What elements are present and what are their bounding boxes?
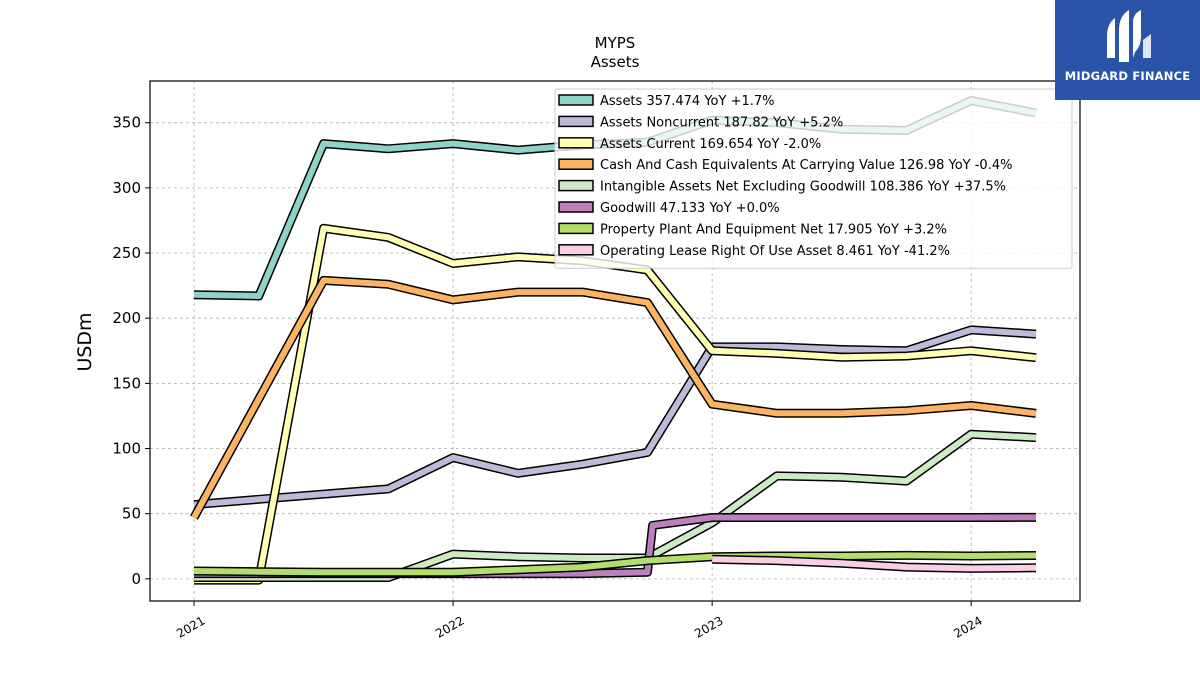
- y-tick-label: 350: [112, 114, 141, 132]
- chart-title: MYPS: [595, 34, 636, 52]
- y-tick-label: 50: [122, 505, 141, 523]
- legend-swatch: [558, 222, 594, 235]
- legend-swatch: [558, 94, 594, 106]
- legend-label: Intangible Assets Net Excluding Goodwill…: [600, 180, 1006, 195]
- legend-swatch: [558, 179, 594, 192]
- legend-label: Assets Noncurrent 187.82 YoY +5.2%: [600, 115, 843, 130]
- series-line: [191, 277, 1037, 520]
- legend-swatch: [558, 244, 594, 256]
- legend-label: Assets Current 169.654 YoY -2.0%: [600, 137, 821, 152]
- y-axis-label: USDm: [74, 312, 96, 371]
- y-tick-label: 100: [112, 440, 141, 458]
- legend-label: Property Plant And Equipment Net 17.905 …: [600, 222, 947, 237]
- legend-swatch: [558, 158, 594, 170]
- y-tick-label: 200: [112, 309, 141, 327]
- x-tick-label: 2022: [433, 613, 466, 640]
- series-line: [712, 556, 1037, 572]
- y-axis: 0 50 100 150 200 250 300 350: [112, 114, 150, 588]
- legend-label: Goodwill 47.133 YoY +0.0%: [600, 201, 780, 216]
- legend-label: Operating Lease Right Of Use Asset 8.461…: [600, 244, 950, 259]
- legend-swatch: [558, 115, 594, 128]
- brand-name: MIDGARD FINANCE: [1064, 69, 1191, 83]
- legend-swatch: [558, 137, 594, 149]
- x-axis: 2021 2022 2023 2024: [174, 601, 985, 641]
- series-line: [193, 326, 1037, 508]
- legend-label: Cash And Cash Equivalents At Carrying Va…: [600, 158, 1012, 173]
- legend-box: [554, 88, 1073, 269]
- y-tick-label: 0: [131, 570, 141, 588]
- plot-frame: [149, 80, 1081, 602]
- legend-label: Assets 357.474 YoY +1.7%: [600, 94, 775, 109]
- x-tick-label: 2021: [174, 613, 207, 640]
- x-tick-label: 2023: [692, 613, 725, 640]
- series-line: [193, 552, 1037, 576]
- chart-subtitle: Assets: [591, 53, 640, 71]
- legend-swatch: [558, 201, 594, 213]
- brand-logo: MIDGARD FINANCE: [1055, 0, 1200, 100]
- y-tick-label: 250: [112, 244, 141, 262]
- legend: Assets 357.474 YoY +1.7% Assets Noncurren…: [554, 88, 1073, 269]
- x-tick-label: 2024: [951, 613, 984, 640]
- y-tick-label: 300: [112, 179, 141, 197]
- logo-mark-icon: [1107, 10, 1151, 62]
- y-tick-label: 150: [112, 374, 141, 392]
